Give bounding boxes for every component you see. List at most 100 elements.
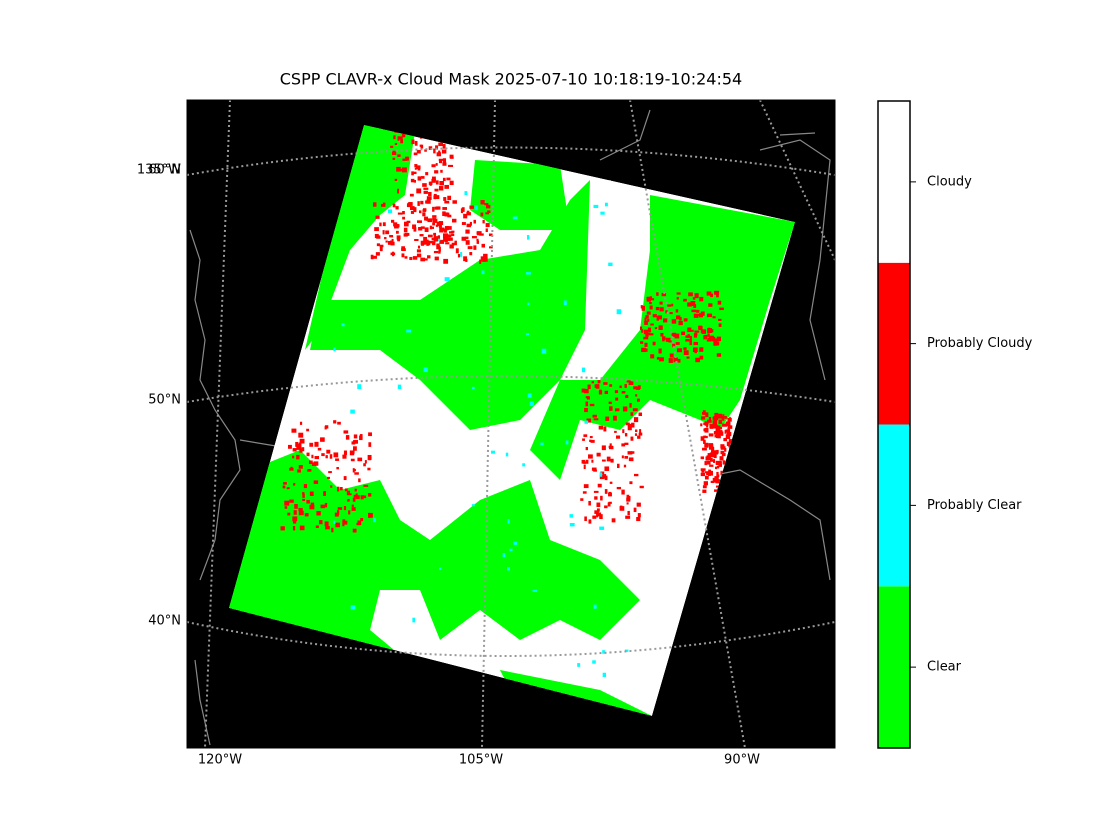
cloud-pixel: [626, 502, 629, 505]
cloud-pixel: [309, 491, 314, 496]
cloud-pixel: [604, 489, 608, 494]
cloud-pixel: [484, 203, 489, 206]
cloud-pixel: [411, 171, 414, 176]
cloud-pixel: [367, 454, 372, 460]
cloud-pixel: [284, 500, 290, 506]
cloud-pixel: [667, 304, 672, 307]
clear-pixel: [507, 519, 510, 524]
cloud-pixel: [421, 176, 425, 179]
cloud-pixel: [643, 329, 649, 335]
cloud-pixel: [326, 449, 331, 454]
cloud-pixel: [397, 136, 400, 141]
cloud-pixel: [302, 498, 306, 502]
clear-pixel: [527, 302, 530, 306]
cloud-pixel: [444, 212, 449, 217]
cloud-pixel: [485, 223, 490, 228]
cloud-pixel: [489, 246, 493, 249]
cloud-pixel: [599, 474, 605, 480]
cloud-pixel: [627, 423, 633, 427]
cloud-pixel: [592, 515, 597, 519]
cloud-pixel: [656, 356, 660, 360]
cloud-pixel: [594, 496, 598, 500]
cloud-pixel: [582, 491, 587, 494]
cloud-pixel: [321, 453, 325, 457]
cloud-pixel: [292, 526, 296, 531]
cloud-pixel: [712, 477, 717, 483]
cloud-pixel: [683, 347, 687, 350]
cloud-pixel: [614, 390, 619, 394]
cloud-pixel: [324, 426, 327, 430]
cloud-pixel: [708, 416, 712, 421]
cloud-pixel: [412, 256, 418, 260]
cloud-pixel: [720, 431, 724, 436]
cloud-pixel: [393, 135, 396, 140]
cloud-pixel: [593, 418, 599, 421]
cloud-pixel: [449, 180, 454, 186]
cloud-pixel: [644, 317, 647, 323]
cloud-pixel: [473, 219, 476, 224]
cloud-pixel: [715, 425, 721, 431]
clear-pixel: [481, 270, 485, 275]
cloud-pixel: [644, 321, 648, 325]
cloud-pixel: [683, 350, 689, 355]
cloud-pixel: [298, 510, 304, 516]
cloud-pixel: [659, 307, 664, 312]
cloud-pixel: [589, 439, 592, 443]
cloud-pixel: [707, 328, 713, 333]
cloud-pixel: [425, 239, 429, 245]
cloud-pixel: [696, 309, 700, 313]
cloud-pixel: [710, 293, 713, 298]
cloud-pixel: [465, 240, 470, 245]
clear-pixel: [532, 589, 538, 592]
map-area: [187, 100, 835, 748]
cloud-pixel: [297, 469, 301, 473]
cloud-pixel: [357, 457, 363, 462]
cloud-pixel: [309, 442, 314, 447]
cloud-pixel: [647, 318, 650, 322]
cloud-pixel: [438, 246, 441, 252]
cloud-pixel: [650, 298, 655, 301]
cloud-pixel: [629, 403, 632, 408]
cloud-pixel: [591, 381, 594, 384]
cloud-pixel: [588, 519, 592, 524]
cloud-pixel: [288, 444, 292, 449]
cloud-pixel: [650, 323, 654, 326]
cloud-pixel: [348, 510, 351, 515]
cloud-pixel: [427, 218, 433, 223]
cloud-pixel: [671, 303, 674, 307]
cloud-pixel: [396, 166, 401, 172]
cloud-pixel: [604, 390, 609, 395]
cloud-pixel: [482, 220, 485, 224]
cloud-pixel: [442, 211, 446, 216]
cloud-pixel: [447, 214, 452, 218]
lon-label: 90°W: [724, 753, 760, 768]
cloud-pixel: [416, 249, 421, 253]
cloud-pixel: [683, 318, 688, 322]
cloud-pixel: [703, 435, 708, 439]
clear-pixel: [563, 300, 567, 306]
cloud-pixel: [335, 522, 340, 528]
cloud-pixel: [434, 206, 439, 210]
cloud-pixel: [714, 414, 718, 419]
cloud-pixel: [289, 499, 294, 503]
cloud-pixel: [699, 296, 704, 302]
cloud-pixel: [707, 419, 712, 423]
clear-pixel: [412, 617, 416, 623]
cloud-pixel: [449, 237, 453, 241]
cloud-pixel: [585, 446, 588, 451]
cloud-pixel: [438, 158, 444, 161]
lon-label: 120°W: [198, 753, 242, 768]
cloud-pixel: [376, 243, 380, 247]
cloud-pixel: [389, 234, 394, 238]
cloud-pixel: [301, 447, 305, 452]
cloud-pixel: [420, 257, 426, 262]
cloud-pixel: [608, 445, 614, 450]
cloud-pixel: [439, 159, 443, 164]
cloud-pixel: [588, 454, 593, 459]
cloud-pixel: [720, 444, 725, 449]
cloud-pixel: [635, 394, 638, 397]
cloud-pixel: [609, 443, 612, 447]
clear-pixel: [357, 384, 362, 390]
colorbar-label: Probably Cloudy: [927, 336, 1033, 351]
cloud-pixel: [709, 424, 713, 429]
